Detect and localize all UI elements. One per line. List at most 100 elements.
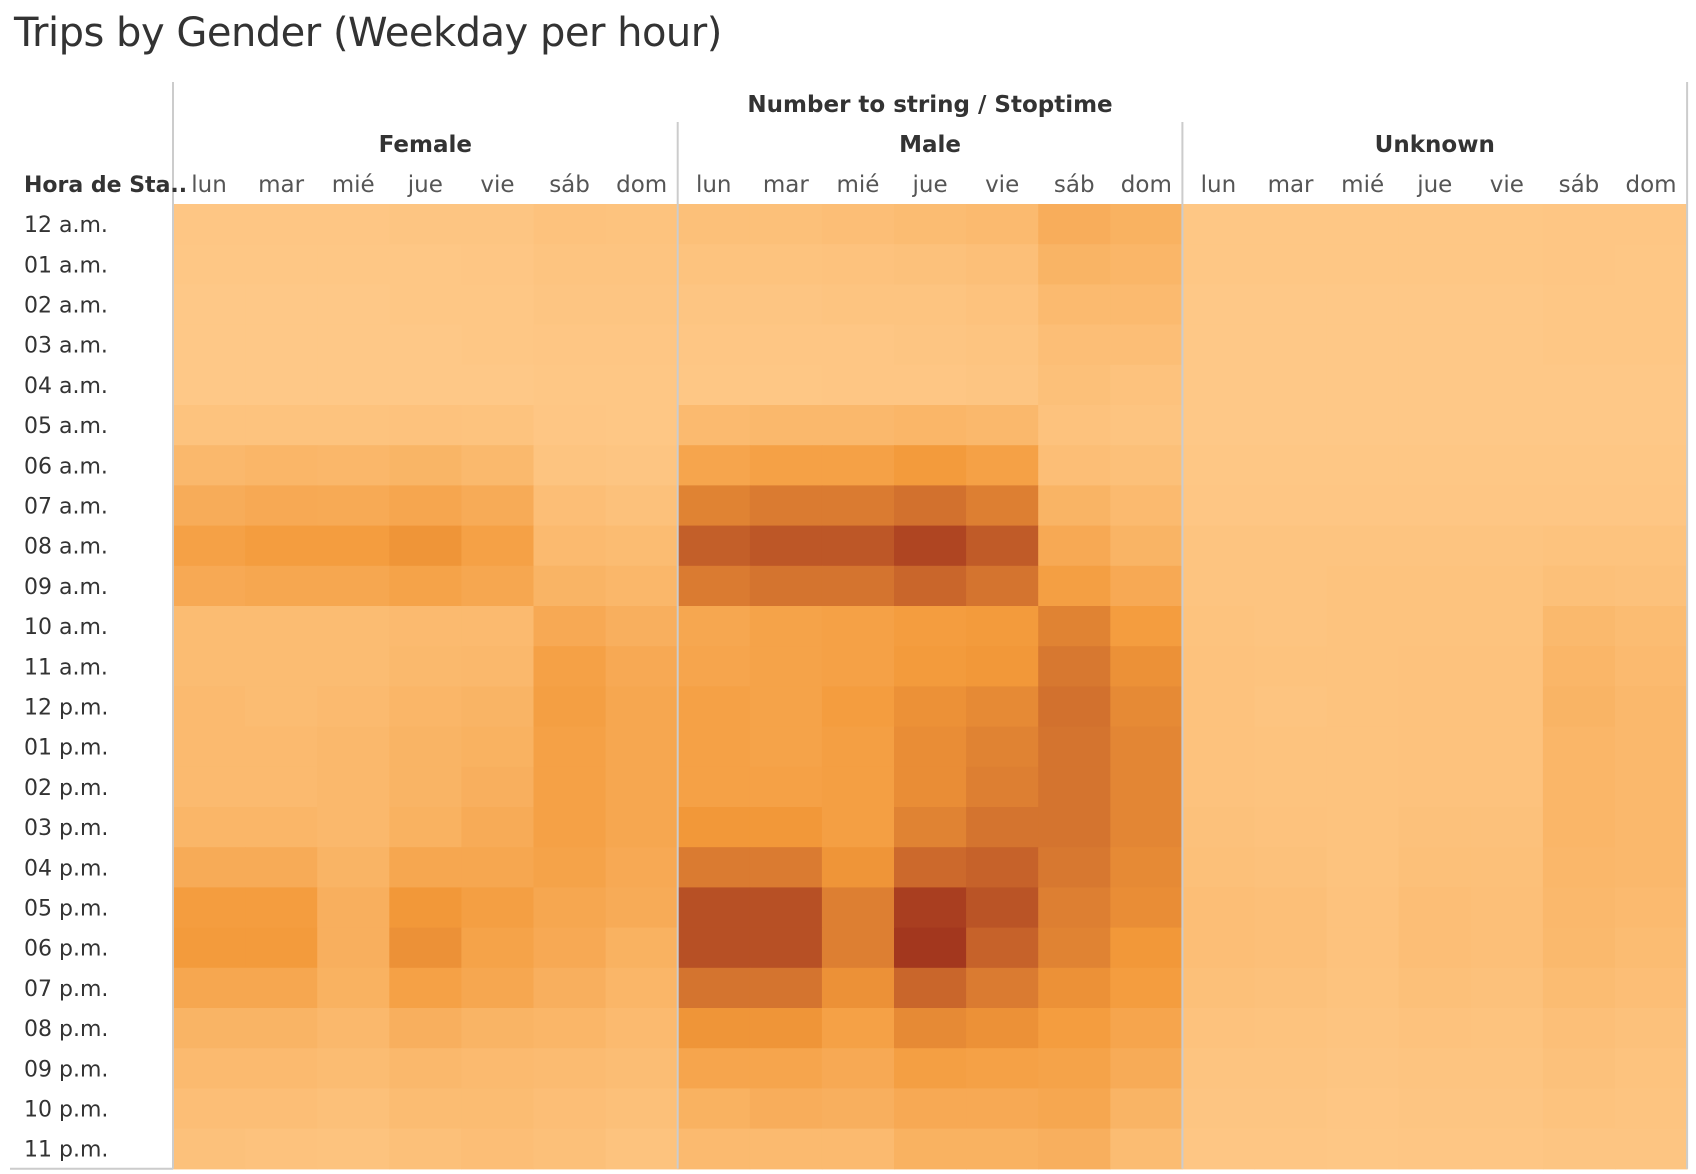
- heatmap-cell: [749, 1048, 823, 1089]
- heatmap-cell: [245, 807, 318, 848]
- hour-label: 05 a.m.: [24, 414, 108, 439]
- heatmap-cell: [821, 565, 895, 607]
- day-label: dom: [1121, 172, 1172, 198]
- heatmap-cell: [389, 606, 462, 647]
- heatmap-cell: [966, 284, 1039, 326]
- heatmap-cell: [1326, 1008, 1400, 1049]
- heatmap-cell: [173, 606, 246, 647]
- heatmap-cell: [1542, 525, 1616, 567]
- heatmap-cell: [749, 646, 823, 687]
- heatmap-cell: [966, 244, 1039, 285]
- heatmap-cell: [1254, 284, 1328, 326]
- heatmap-cell: [1470, 726, 1544, 768]
- heatmap-cell: [1182, 1088, 1256, 1130]
- heatmap-cell: [1615, 284, 1688, 326]
- day-label: lun: [191, 172, 227, 198]
- heatmap-cell: [389, 364, 462, 406]
- heatmap-cell: [677, 1048, 751, 1089]
- heatmap-cell: [173, 847, 246, 888]
- heatmap-cell: [1254, 324, 1328, 366]
- heatmap-cell: [1615, 847, 1688, 888]
- heatmap-cell: [1398, 887, 1472, 929]
- heatmap-cell: [173, 244, 246, 285]
- heatmap-cell: [1182, 405, 1256, 446]
- heatmap-cell: [1254, 244, 1328, 285]
- heatmap-cell: [389, 887, 462, 929]
- heatmap-cell: [1182, 1008, 1256, 1049]
- heatmap-cell: [1470, 606, 1544, 647]
- day-label: lun: [1201, 172, 1237, 198]
- hour-label: 03 p.m.: [24, 816, 108, 841]
- heatmap-cell: [1182, 244, 1256, 285]
- heatmap-cell: [1110, 204, 1183, 245]
- heatmap-cell: [1615, 1048, 1688, 1089]
- heatmap-cell: [533, 204, 607, 245]
- heatmap-cell: [821, 485, 895, 527]
- heatmap-cell: [1542, 485, 1616, 527]
- hour-label: 04 p.m.: [24, 856, 108, 881]
- heatmap-cell: [1470, 1088, 1544, 1130]
- heatmap-cell: [1038, 686, 1111, 728]
- heatmap-cell: [245, 927, 318, 969]
- heatmap-cell: [533, 606, 607, 647]
- heatmap-cell: [677, 284, 751, 326]
- heatmap-cell: [1182, 1128, 1256, 1170]
- heatmap-cell: [533, 324, 607, 366]
- heatmap-cell: [389, 324, 462, 366]
- heatmap-cell: [533, 1008, 607, 1049]
- heatmap-cell: [389, 284, 462, 326]
- heatmap-cell: [1470, 1008, 1544, 1049]
- day-label: mié: [332, 172, 375, 198]
- heatmap-cell: [1615, 244, 1688, 285]
- heatmap-cell: [173, 204, 246, 245]
- hour-label: 09 p.m.: [24, 1057, 108, 1082]
- heatmap-cell: [533, 1088, 607, 1130]
- heatmap-cell: [1542, 204, 1616, 245]
- heatmap-cell: [677, 807, 751, 848]
- heatmap-cell: [389, 565, 462, 607]
- heatmap-cell: [821, 1088, 895, 1130]
- heatmap-cell: [533, 887, 607, 929]
- heatmap-cell: [1470, 204, 1544, 245]
- heatmap-cell: [173, 927, 246, 969]
- heatmap-cell: [1038, 1008, 1111, 1049]
- heatmap-cell: [749, 1008, 823, 1049]
- heatmap-cell: [461, 967, 535, 1009]
- heatmap-cell: [1182, 565, 1256, 607]
- heatmap-cell: [461, 565, 535, 607]
- heatmap-cell: [1542, 766, 1616, 808]
- heatmap-cell: [1542, 927, 1616, 969]
- heatmap-cell: [1038, 1088, 1111, 1130]
- heatmap-cell: [821, 324, 895, 366]
- heatmap-cell: [533, 364, 607, 406]
- heatmap-cell: [966, 847, 1039, 888]
- heatmap-cell: [173, 445, 246, 486]
- heatmap-cell: [461, 726, 535, 768]
- heatmap-cell: [533, 847, 607, 888]
- heatmap-cell: [173, 1048, 246, 1089]
- heatmap-cell: [1542, 405, 1616, 446]
- heatmap-cell: [1038, 485, 1111, 527]
- heatmap-cell: [1110, 485, 1183, 527]
- heatmap-cell: [894, 646, 967, 687]
- heatmap-cell: [894, 284, 967, 326]
- heatmap-cell: [1326, 726, 1400, 768]
- heatmap-cell: [389, 766, 462, 808]
- heatmap-cell: [1110, 887, 1183, 929]
- heatmap-cell: [1326, 284, 1400, 326]
- hour-label: 08 a.m.: [24, 535, 108, 560]
- heatmap-cell: [317, 686, 390, 728]
- heatmap-cell: [389, 445, 462, 486]
- heatmap-cell: [894, 606, 967, 647]
- heatmap-cell: [894, 525, 967, 567]
- heatmap-cell: [1254, 686, 1328, 728]
- heatmap-cell: [1326, 807, 1400, 848]
- hour-label: 01 a.m.: [24, 253, 108, 278]
- heatmap-cell: [894, 807, 967, 848]
- heatmap-cell: [1038, 766, 1111, 808]
- heatmap-cell: [1615, 565, 1688, 607]
- heatmap-cell: [461, 686, 535, 728]
- day-label: mié: [836, 172, 879, 198]
- heatmap-cell: [1110, 807, 1183, 848]
- heatmap-cell: [677, 726, 751, 768]
